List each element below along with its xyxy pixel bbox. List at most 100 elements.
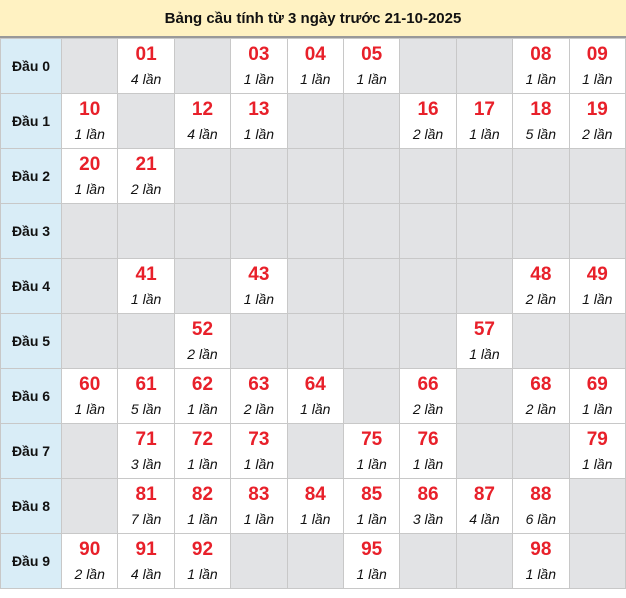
- number: 01: [135, 44, 157, 65]
- count: 5 lần: [525, 126, 556, 142]
- table-row: Đầu 7 71 3 lần 72 1 lần 73 1 lần 75 1 lần 76 1 lần…: [0, 423, 626, 479]
- number-cell: 21 2 lần: [117, 148, 175, 204]
- empty-cell: [512, 313, 570, 369]
- number: 85: [361, 484, 383, 505]
- number-cell: 83 1 lần: [230, 478, 288, 534]
- count: 1 lần: [300, 71, 331, 87]
- number-cell: 75 1 lần: [342, 423, 401, 479]
- number: 86: [417, 484, 439, 505]
- number: 12: [191, 99, 214, 120]
- empty-cell: [60, 203, 119, 259]
- number-cell: 01 4 lần: [117, 38, 175, 94]
- number: 91: [135, 539, 157, 560]
- number: 52: [191, 319, 214, 340]
- number: 16: [417, 99, 439, 120]
- empty-cell: [399, 148, 457, 204]
- row-label: Đầu 9: [0, 533, 62, 589]
- number-cell: 08 1 lần: [512, 38, 570, 94]
- empty-cell: [399, 313, 457, 369]
- count: 7 lần: [130, 511, 162, 527]
- empty-cell: [512, 203, 570, 259]
- table-row: Đầu 5 52 2 lần 57 1 lần: [0, 313, 626, 369]
- number-cell: 20 1 lần: [60, 148, 119, 204]
- number: 63: [248, 374, 270, 395]
- number-cell: 05 1 lần: [342, 38, 401, 94]
- empty-cell: [568, 313, 626, 369]
- number-cell: 61 5 lần: [117, 368, 175, 424]
- empty-cell: [342, 368, 401, 424]
- count: 1 lần: [356, 456, 387, 472]
- number-cell: 81 7 lần: [117, 478, 175, 534]
- row-label: Đầu 5: [0, 313, 62, 369]
- number-cell: 04 1 lần: [286, 38, 344, 94]
- empty-cell: [60, 313, 119, 369]
- count: 2 lần: [582, 126, 613, 142]
- number-cell: 88 6 lần: [512, 478, 570, 534]
- number-cell: 90 2 lần: [60, 533, 119, 589]
- count: 1 lần: [469, 126, 500, 142]
- empty-cell: [173, 258, 232, 314]
- count: 3 lần: [130, 456, 162, 472]
- empty-cell: [455, 38, 514, 94]
- number-cell: 43 1 lần: [230, 258, 288, 314]
- empty-cell: [512, 423, 570, 479]
- number-cell: 82 1 lần: [173, 478, 232, 534]
- number-cell: 17 1 lần: [455, 93, 514, 149]
- empty-cell: [455, 148, 514, 204]
- number-cell: 10 1 lần: [60, 93, 119, 149]
- empty-cell: [286, 313, 344, 369]
- number-cell: 03 1 lần: [230, 38, 288, 94]
- count: 2 lần: [130, 181, 162, 197]
- number: 92: [191, 539, 214, 560]
- number: 88: [530, 484, 552, 505]
- row-label: Đầu 1: [0, 93, 62, 149]
- number: 71: [135, 429, 157, 450]
- count: 1 lần: [187, 401, 218, 417]
- number: 73: [248, 429, 270, 450]
- count: 1 lần: [74, 181, 105, 197]
- row-label: Đầu 6: [0, 368, 62, 424]
- number: 61: [135, 374, 157, 395]
- number-cell: 84 1 lần: [286, 478, 344, 534]
- number-cell: 76 1 lần: [399, 423, 457, 479]
- count: 1 lần: [356, 71, 387, 87]
- empty-cell: [230, 148, 288, 204]
- table-row: Đầu 0 01 4 lần 03 1 lần 04 1 lần 05 1 lần 08 1 lần…: [0, 38, 626, 94]
- table-title: Bảng cầu tính từ 3 ngày trước 21-10-2025: [0, 0, 626, 38]
- empty-cell: [455, 533, 514, 589]
- empty-cell: [286, 203, 344, 259]
- number: 64: [304, 374, 326, 395]
- empty-cell: [286, 258, 344, 314]
- number-cell: 72 1 lần: [173, 423, 232, 479]
- number-cell: 73 1 lần: [230, 423, 288, 479]
- count: 2 lần: [412, 401, 444, 417]
- empty-cell: [455, 368, 514, 424]
- empty-cell: [230, 203, 288, 259]
- number: 79: [586, 429, 608, 450]
- number-cell: 71 3 lần: [117, 423, 175, 479]
- number: 68: [530, 374, 552, 395]
- empty-cell: [342, 203, 401, 259]
- empty-cell: [568, 478, 626, 534]
- table-row: Đầu 1 10 1 lần 12 4 lần 13 1 lần 16 2 lần 17 1 lần…: [0, 93, 626, 149]
- empty-cell: [342, 148, 401, 204]
- number: 10: [79, 99, 101, 120]
- count: 2 lần: [243, 401, 275, 417]
- table-row: Đầu 2 20 1 lần 21 2 lần: [0, 148, 626, 204]
- table-row: Đầu 4 41 1 lần 43 1 lần 48 2 lần 49 1 lần: [0, 258, 626, 314]
- count: 1 lần: [582, 456, 613, 472]
- number: 69: [586, 374, 608, 395]
- number: 19: [586, 99, 608, 120]
- empty-cell: [60, 423, 119, 479]
- number-cell: 85 1 lần: [342, 478, 401, 534]
- count: 2 lần: [74, 566, 105, 582]
- number: 20: [79, 154, 101, 175]
- count: 4 lần: [130, 71, 162, 87]
- table-row: Đầu 3: [0, 203, 626, 259]
- count: 2 lần: [412, 126, 444, 142]
- number-cell: 68 2 lần: [512, 368, 570, 424]
- count: 1 lần: [582, 291, 613, 307]
- count: 5 lần: [130, 401, 162, 417]
- number-cell: 49 1 lần: [568, 258, 626, 314]
- empty-cell: [512, 148, 570, 204]
